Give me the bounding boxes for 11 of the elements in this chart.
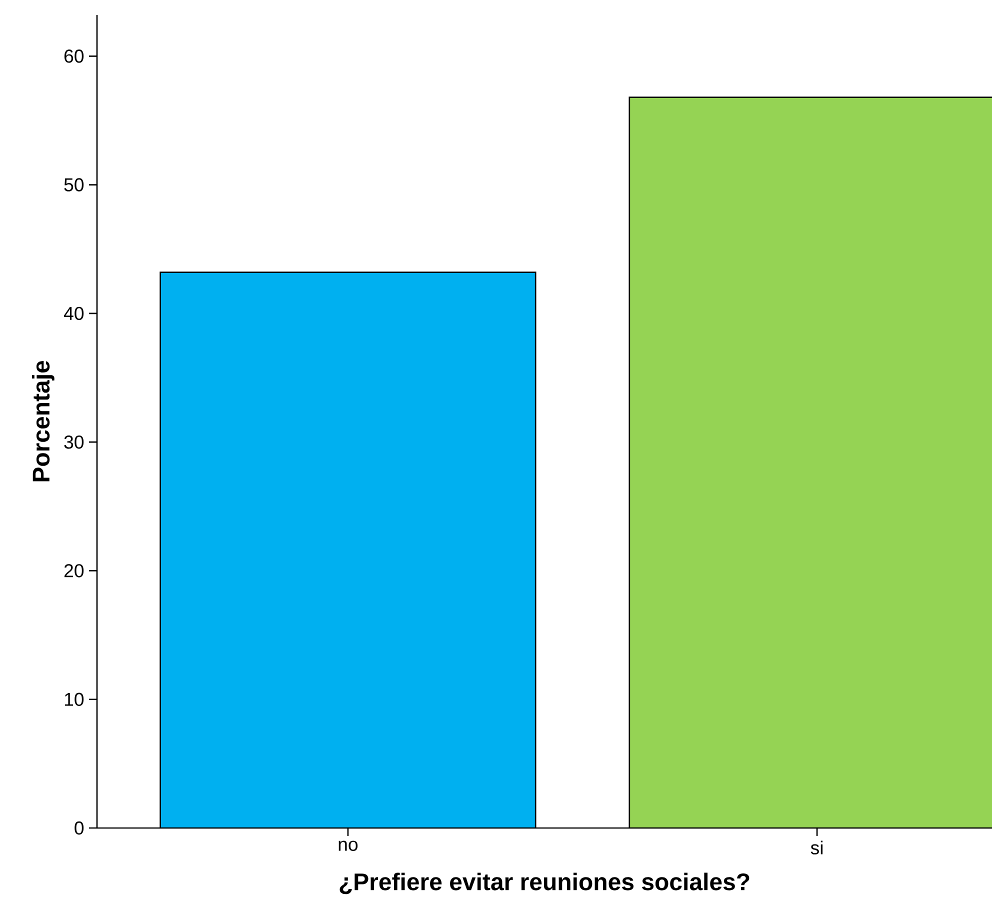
y-axis-title: Porcentaje — [32, 360, 54, 482]
y-tick-label: 30 — [64, 435, 84, 449]
y-tick-label: 40 — [64, 306, 84, 320]
y-tick-label: 0 — [74, 821, 84, 835]
x-tick-label: no — [338, 840, 358, 851]
x-tick-label: si — [810, 840, 823, 854]
y-tick-label: 10 — [64, 692, 84, 706]
y-tick-label: 60 — [64, 50, 84, 63]
y-tick-label: 20 — [64, 564, 84, 578]
x-axis-title: ¿Prefiere evitar reuniones sociales? — [340, 872, 750, 894]
y-tick-label: 50 — [64, 178, 84, 192]
